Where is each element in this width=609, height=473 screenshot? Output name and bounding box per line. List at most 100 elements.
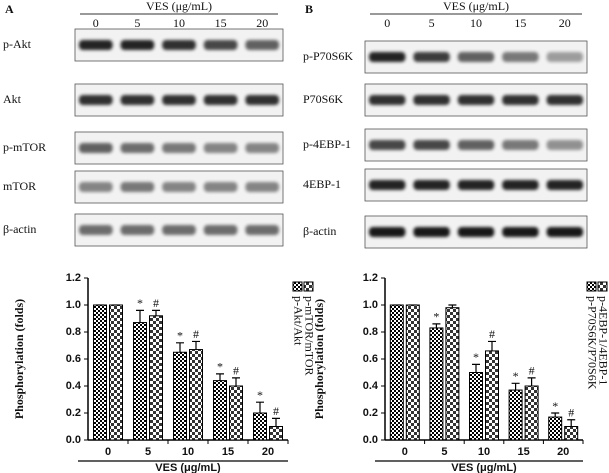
y-tick-label: 0.2: [66, 407, 81, 419]
error-bar: [152, 309, 160, 316]
blot-header: VES (μg/mL): [146, 0, 212, 13]
blot-band: [502, 140, 539, 150]
y-tick-label: 1.2: [363, 272, 378, 284]
error-bar: [232, 377, 240, 386]
blot-band: [203, 143, 238, 153]
significance-mark: #: [273, 404, 279, 418]
blot-band: [79, 182, 113, 192]
error-bar: [472, 363, 480, 373]
significance-mark: #: [153, 296, 159, 310]
blot-band: [369, 52, 406, 62]
error-bar: [551, 412, 560, 418]
lane-label: 15: [514, 16, 526, 30]
x-tick-label: 5: [441, 446, 447, 458]
bar: [229, 385, 243, 441]
bar: [189, 349, 203, 441]
lane-label: 10: [173, 16, 185, 30]
y-tick-label: 1.0: [66, 299, 81, 311]
significance-mark: #: [233, 364, 239, 378]
x-tick-label: 10: [478, 446, 490, 458]
blot-band: [457, 180, 495, 190]
blot-band: [502, 227, 539, 237]
blot-band: [120, 95, 155, 105]
blot-band: [162, 95, 196, 105]
blot-band: [369, 95, 406, 105]
legend-label: p-4EBP-1/4EBP-1: [596, 296, 609, 385]
significance-mark: *: [257, 388, 263, 402]
x-axis-label: VES (μg/mL): [451, 462, 517, 473]
bar: [93, 304, 107, 441]
blot-label: p-4EBP-1: [303, 137, 351, 151]
error-bar: [567, 419, 576, 427]
blot-label: p-P70S6K: [303, 49, 353, 63]
legend-swatch: [586, 281, 597, 292]
significance-mark: #: [529, 364, 535, 378]
error-bar: [192, 340, 200, 350]
blot-band: [162, 40, 196, 50]
blot-band: [79, 95, 113, 105]
significance-mark: *: [513, 369, 519, 383]
y-axis-label: Phosphorylation (folds): [312, 299, 326, 419]
x-tick-label: 5: [145, 446, 151, 458]
blot-band: [413, 52, 450, 62]
blot-band: [120, 182, 155, 192]
x-tick-label: 20: [557, 446, 569, 458]
blot-band: [162, 182, 196, 192]
blot-band: [369, 140, 406, 150]
significance-mark: #: [568, 406, 574, 420]
y-tick-label: 0.0: [363, 434, 378, 446]
bar: [485, 350, 499, 441]
blot-band: [546, 180, 583, 190]
x-tick-label: 15: [222, 446, 234, 458]
blot-label: p-mTOR: [3, 140, 46, 154]
blot-band: [369, 227, 406, 237]
bar: [564, 426, 579, 441]
x-tick-label: 0: [105, 446, 111, 458]
x-tick-label: 15: [517, 446, 529, 458]
blot-label: β-actin: [303, 224, 336, 238]
blot-band: [546, 140, 583, 150]
bar: [269, 426, 283, 441]
error-bar: [432, 323, 441, 328]
blot-band: [203, 95, 238, 105]
error-bar: [448, 304, 457, 308]
blot-band: [457, 140, 495, 150]
blot-band: [203, 40, 238, 50]
bar: [149, 315, 163, 441]
bar: [213, 380, 227, 441]
y-tick-label: 0.6: [363, 353, 378, 365]
blot-band: [457, 52, 495, 62]
panel-letter: A: [5, 2, 14, 16]
blot-label: P70S6K: [303, 92, 343, 106]
x-axis-label: VES (μg/mL): [155, 462, 221, 473]
blot-header: VES (μg/mL): [443, 0, 509, 13]
lane-label: 5: [134, 16, 140, 30]
legend-swatch: [597, 281, 608, 292]
blot-label: Akt: [3, 92, 22, 106]
blot-band: [413, 140, 450, 150]
legend-label: p-P70S6K/P70S6K: [585, 296, 599, 390]
blot-band: [502, 95, 539, 105]
bar: [508, 389, 523, 441]
error-bar: [511, 382, 520, 391]
y-tick-label: 0.6: [66, 353, 81, 365]
blot-band: [502, 180, 539, 190]
lane-label: 0: [93, 16, 99, 30]
bar: [429, 327, 444, 441]
blot-band: [245, 143, 279, 153]
blot-panel: B VES (μg/mL) 0 5 10 15 20 p-P70S6K P70S6K p-4EBP…: [303, 0, 588, 249]
lane-label: 10: [470, 16, 482, 30]
bar: [548, 416, 563, 441]
error-bar: [256, 401, 264, 413]
legend-label: p-mTOR/mTOR: [302, 296, 316, 376]
blot-band: [162, 225, 196, 235]
blot-band: [203, 182, 238, 192]
blot-band: [413, 95, 450, 105]
lane-label: 15: [215, 16, 227, 30]
bar: [173, 351, 187, 441]
bar: [253, 412, 267, 441]
blot-band: [120, 225, 155, 235]
blot-band: [120, 40, 155, 50]
blot-label: p-Akt: [3, 37, 32, 51]
blot-label: mTOR: [3, 179, 36, 193]
